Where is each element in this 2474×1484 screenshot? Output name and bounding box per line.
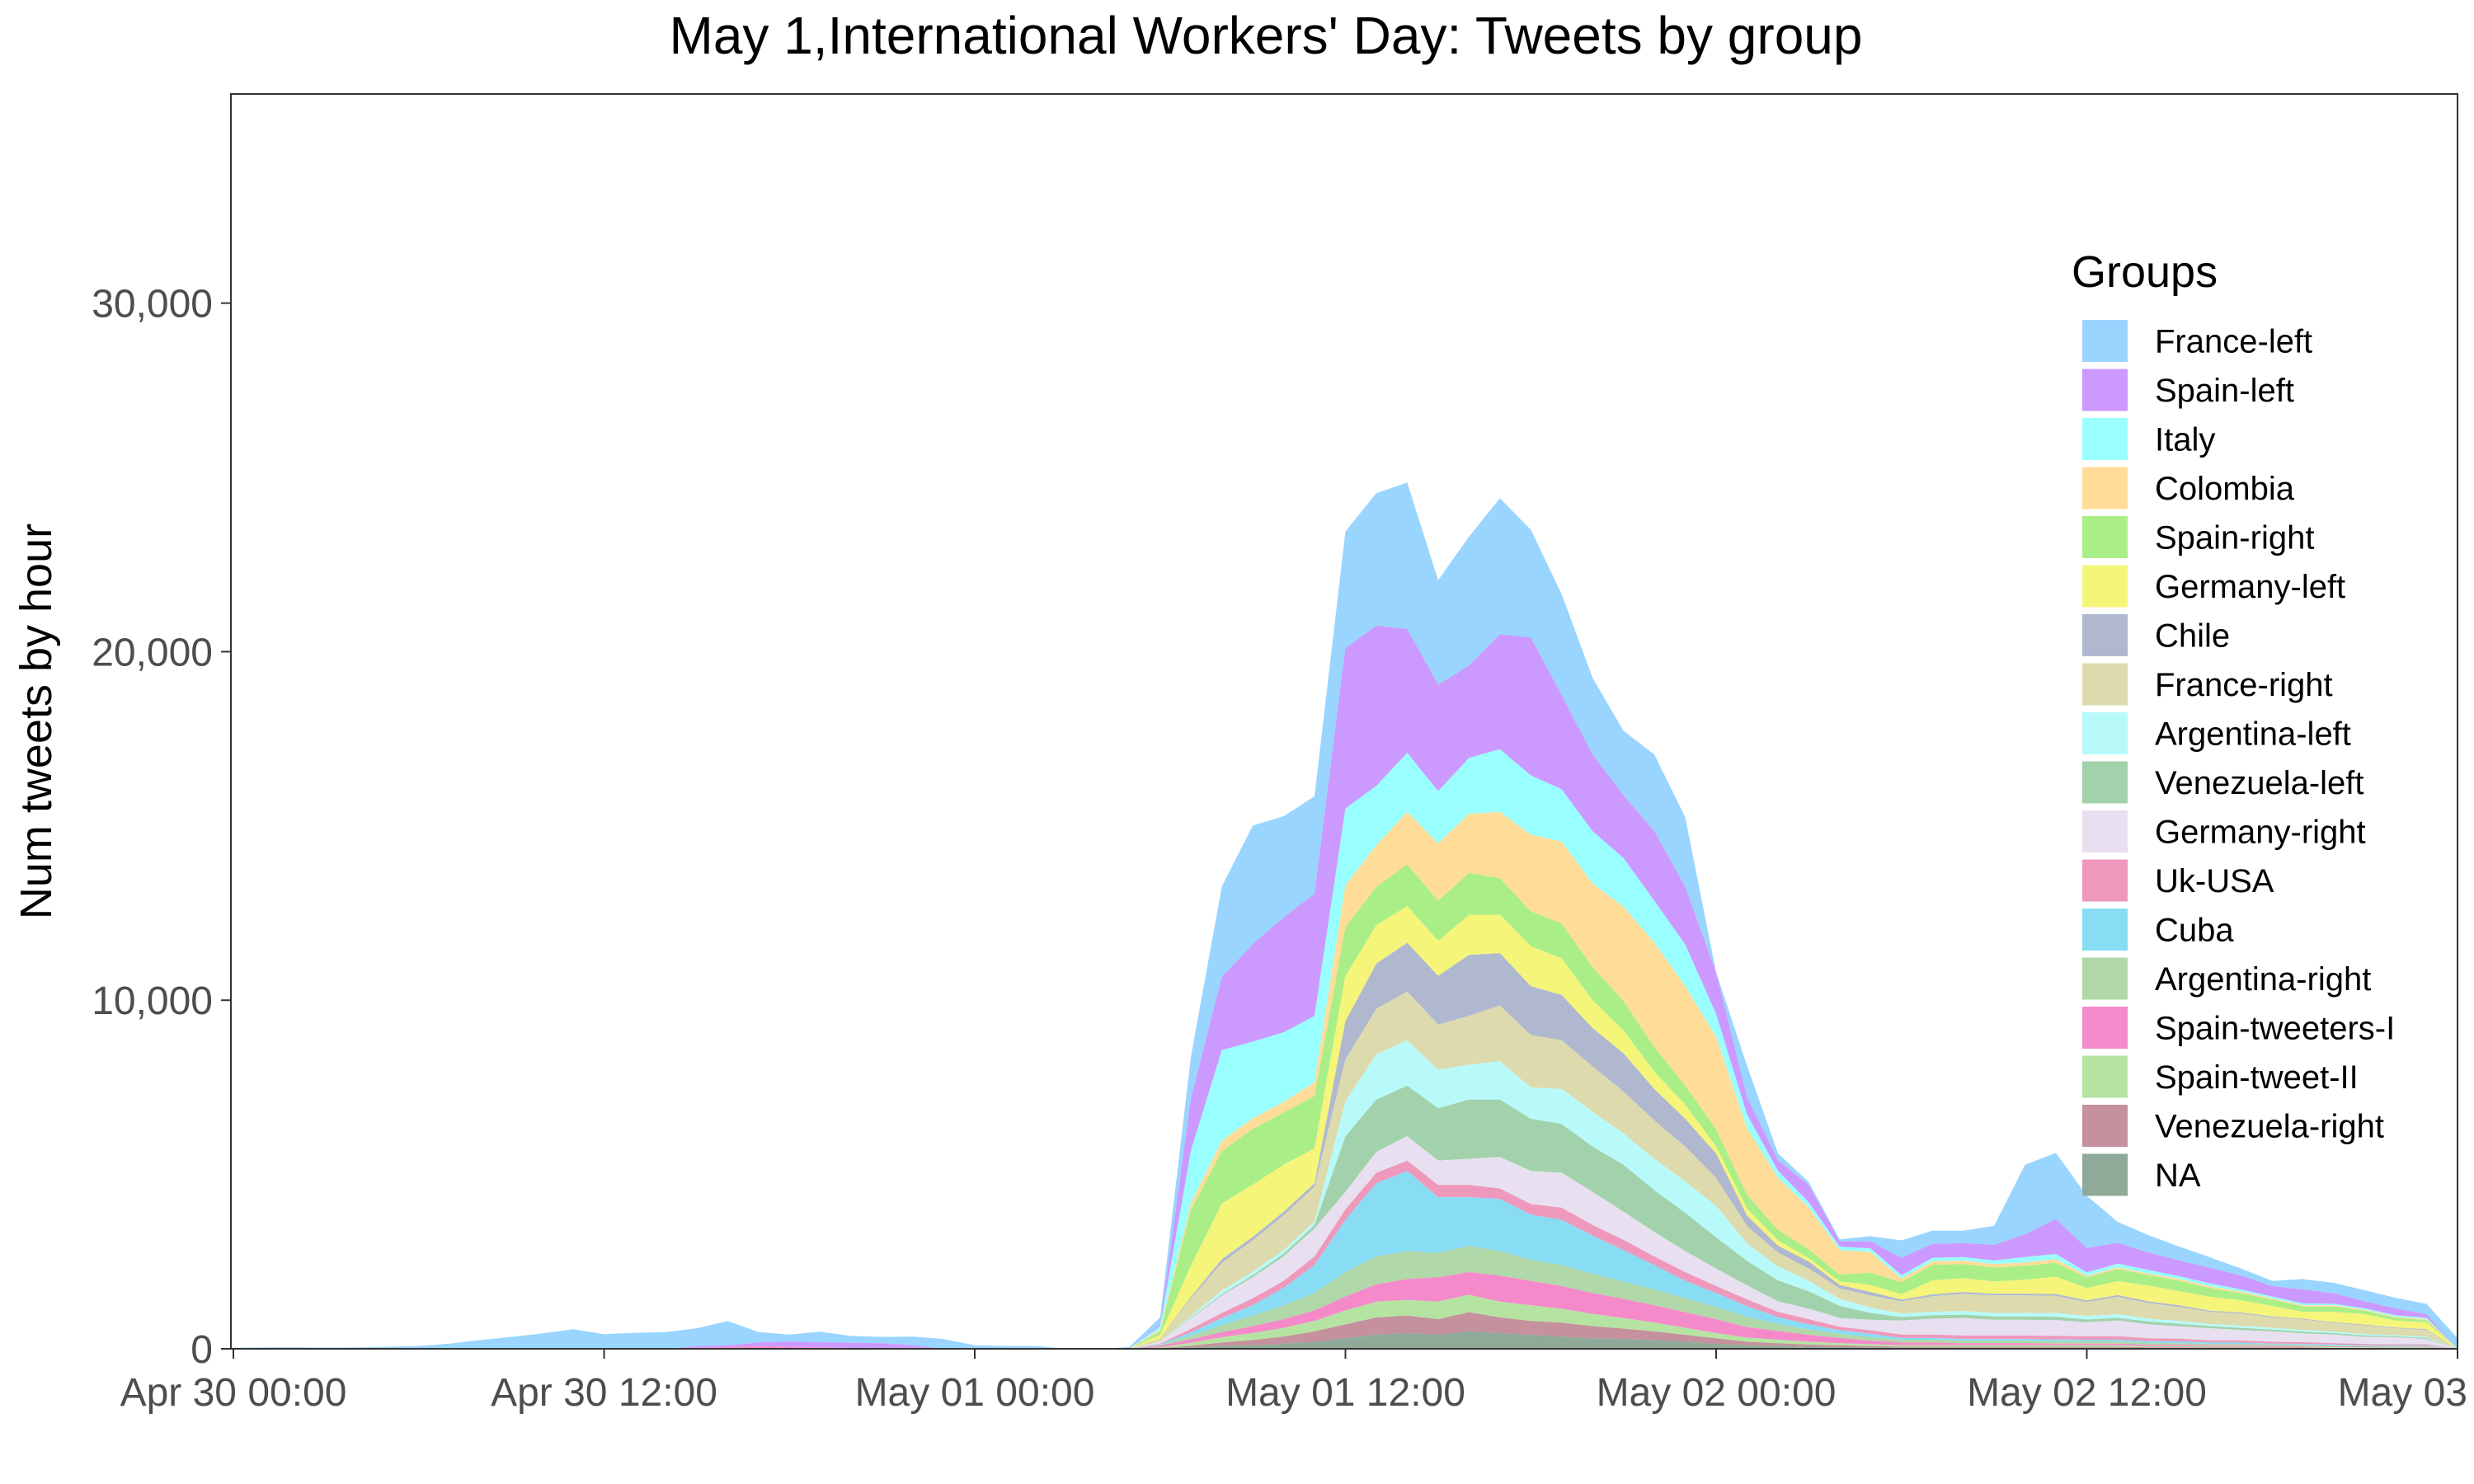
legend-key-venezuela-left [2082,761,2128,804]
legend-key-italy [2082,418,2128,460]
areas-layer [233,482,2458,1349]
area-spain-right [233,864,2458,1349]
x-tick-label: May 02 12:00 [1967,1371,2207,1415]
legend-label-france-left: France-left [2155,324,2312,360]
area-argentina-left [233,1040,2458,1349]
legend-items: France-left Spain-left Italy Colombia Spain-… [2082,320,2395,1196]
area-germany-left [233,906,2458,1349]
legend-key-spain-left [2082,369,2128,411]
legend-key-france-left [2082,320,2128,362]
x-tick-label: Apr 30 00:00 [120,1371,347,1415]
legend-key-na [2082,1153,2128,1196]
legend-label-spain-tweeters-i: Spain-tweeters-I [2155,1011,2395,1047]
area-venezuela-left [233,1085,2458,1349]
legend-label-germany-right: Germany-right [2155,815,2366,851]
legend-key-cuba [2082,909,2128,951]
x-tick-label: Apr 30 12:00 [491,1371,717,1415]
legend-key-venezuela-right [2082,1105,2128,1147]
y-tick-label: 0 [190,1328,213,1372]
legend-key-argentina-right [2082,957,2128,1000]
legend-label-colombia: Colombia [2155,471,2295,507]
area-spain-tweet-ii [233,1294,2458,1349]
legend-title: Groups [2072,247,2218,297]
legend-key-colombia [2082,467,2128,510]
area-na [233,1331,2458,1349]
chart-title: May 1,International Workers' Day: Tweets… [670,6,1863,65]
legend: Groups France-left Spain-left Italy Colombi… [2072,247,2395,1196]
legend-key-spain-right [2082,516,2128,558]
legend-label-germany-left: Germany-left [2155,569,2345,605]
area-colombia [233,811,2458,1349]
area-cuba [233,1171,2458,1349]
legend-label-chile: Chile [2155,618,2230,655]
area-chile [233,942,2458,1349]
legend-label-venezuela-right: Venezuela-right [2155,1109,2384,1145]
y-tick-label: 30,000 [92,283,213,326]
legend-label-italy: Italy [2155,422,2215,458]
legend-label-venezuela-left: Venezuela-left [2155,765,2364,801]
legend-key-germany-right [2082,810,2128,852]
legend-label-spain-right: Spain-right [2155,520,2314,556]
legend-key-france-right [2082,663,2128,706]
area-france-right [233,991,2458,1349]
legend-key-uk-usa [2082,859,2128,902]
legend-label-cuba: Cuba [2155,913,2234,949]
y-axis: 0 10,000 20,000 30,000 [92,283,231,1372]
y-tick-label: 20,000 [92,631,213,674]
legend-key-argentina-left [2082,712,2128,754]
x-tick-label: May 02 00:00 [1597,1371,1837,1415]
area-venezuela-right [233,1312,2458,1349]
plot-border [230,93,2458,1350]
x-tick-label: May 01 12:00 [1225,1371,1465,1415]
legend-label-spain-tweet-ii: Spain-tweet-II [2155,1059,2359,1096]
x-tick-label: May 03 00:00 [2338,1371,2474,1415]
legend-key-chile [2082,614,2128,656]
area-spain-left [233,625,2458,1349]
legend-key-spain-tweet-ii [2082,1055,2128,1098]
y-axis-label: Num tweets by hour [12,524,61,919]
legend-key-spain-tweeters-i [2082,1007,2128,1049]
legend-label-france-right: France-right [2155,667,2333,703]
y-tick-label: 10,000 [92,979,213,1023]
legend-label-argentina-right: Argentina-right [2155,961,2371,998]
area-italy [233,749,2458,1349]
x-tick-label: May 01 00:00 [855,1371,1095,1415]
legend-label-na: NA [2155,1158,2201,1194]
legend-label-argentina-left: Argentina-left [2155,716,2351,753]
legend-key-germany-left [2082,565,2128,608]
legend-label-spain-left: Spain-left [2155,373,2294,409]
legend-label-uk-usa: Uk-USA [2155,863,2274,899]
x-axis: Apr 30 00:00 Apr 30 12:00 May 01 00:00 May … [120,1349,2474,1415]
